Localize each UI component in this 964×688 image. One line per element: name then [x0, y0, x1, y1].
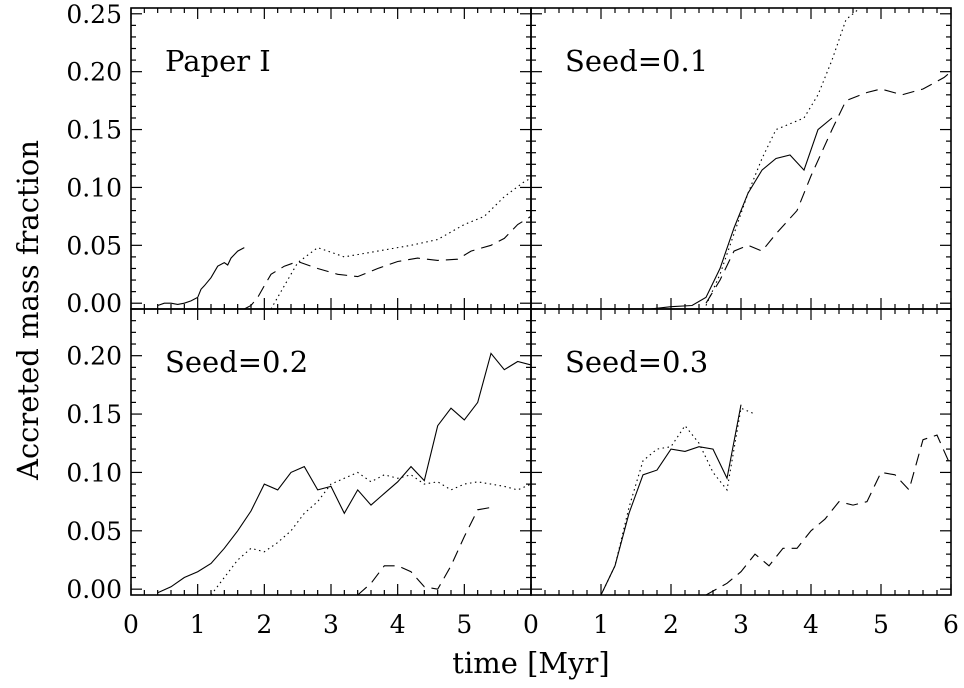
- panel-4-series-dotted: [600, 407, 756, 595]
- panel-1-series-dotted: [270, 177, 531, 309]
- panels-group: Paper I 0.00 0.05 0.10 0.15 0.20 0.25 Seed=0.1 S…: [66, 0, 959, 639]
- y-tick-label: 0.20: [66, 58, 122, 87]
- y-tick-label: 0.20: [66, 342, 122, 371]
- panel-3: Seed=0.2 0.00 0.05 0.10 0.15 0.20 0 1 2 3 4 5: [66, 308, 532, 639]
- panel-4-series-dashed: [705, 434, 951, 595]
- x-tick-label: 4: [390, 610, 406, 639]
- panel-3-label: Seed=0.2: [165, 345, 308, 379]
- x-tick-label: 2: [663, 610, 679, 639]
- x-tick-label: 1: [190, 610, 206, 639]
- panel-2-series-solid: [531, 117, 833, 309]
- panel-2: Seed=0.1: [530, 7, 952, 310]
- x-tick-label: 0: [523, 610, 539, 639]
- y-tick-label: 0.10: [66, 458, 122, 487]
- panel-3-series-solid: [157, 352, 531, 594]
- panel-1-series-solid: [157, 247, 245, 307]
- y-tick-label: 0.10: [66, 173, 122, 202]
- x-tick-label: 3: [733, 610, 749, 639]
- panel-1: Paper I 0.00 0.05 0.10 0.15 0.20 0.25: [66, 0, 532, 318]
- y-tick-label: 0.25: [66, 0, 122, 29]
- panel-3-series-dotted: [210, 471, 531, 595]
- y-tick-label: 0.15: [66, 116, 122, 145]
- x-tick-label: 5: [873, 610, 889, 639]
- y-tick-label: 0.00: [66, 575, 122, 604]
- x-tick-label: 2: [256, 610, 272, 639]
- y-tick-label: 0.00: [66, 289, 122, 318]
- panel-2-label: Seed=0.1: [565, 44, 708, 78]
- panel-3-series-dashed: [357, 506, 492, 595]
- panel-4-label: Seed=0.3: [565, 345, 708, 379]
- x-tick-label: 6: [943, 610, 959, 639]
- y-axis-title: Accreted mass fraction: [11, 140, 45, 481]
- panel-1-label: Paper I: [165, 44, 271, 78]
- x-tick-label: 4: [803, 610, 819, 639]
- panel-4: Seed=0.3 0 1 2 3 4 5 6: [523, 308, 959, 639]
- panel-4-series-solid: [531, 404, 742, 595]
- x-tick-label: 0: [123, 610, 139, 639]
- panel-2-series-dotted: [705, 8, 861, 306]
- y-tick-label: 0.05: [66, 517, 122, 546]
- x-axis-title: time [Myr]: [452, 646, 609, 680]
- panel-2-series-dashed: [705, 71, 951, 304]
- x-tick-label: 1: [593, 610, 609, 639]
- y-tick-label: 0.05: [66, 231, 122, 260]
- panel-1-series-dashed: [244, 215, 531, 309]
- x-tick-label: 5: [456, 610, 472, 639]
- x-tick-label: 3: [323, 610, 339, 639]
- y-tick-label: 0.15: [66, 400, 122, 429]
